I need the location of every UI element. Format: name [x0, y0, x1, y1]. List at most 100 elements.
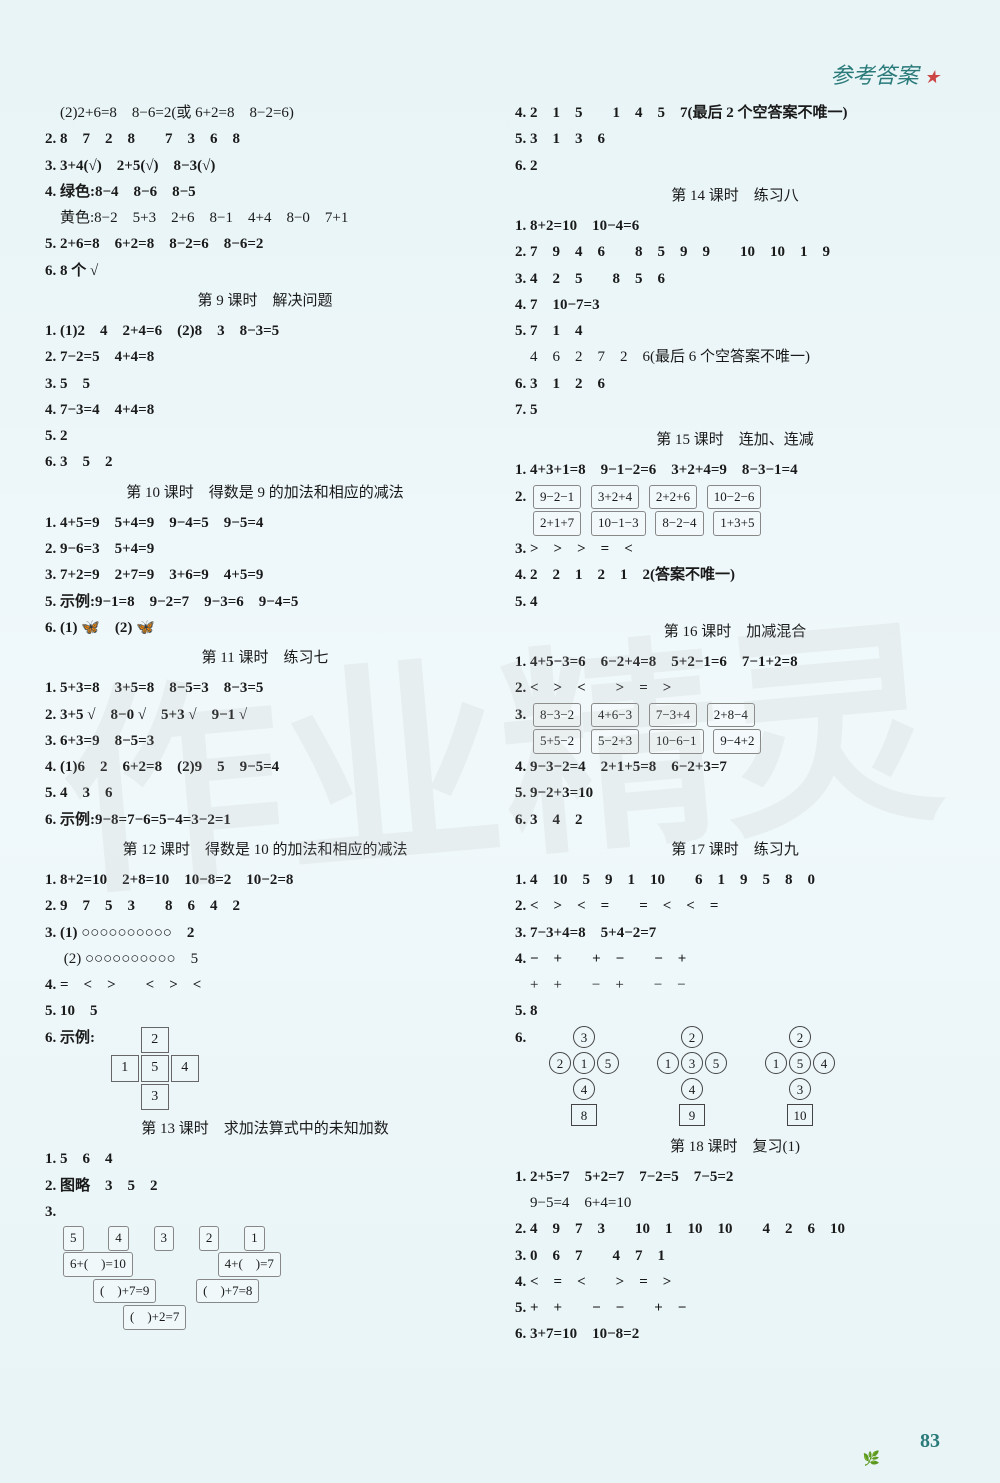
- answer: 2. 4 9 7 3 10 1 10 10 4 2 6 10: [515, 1221, 845, 1237]
- qnum: 2.: [515, 489, 526, 505]
- tag: 5−2+3: [591, 729, 639, 754]
- text-line: 6. 3 1 2 6: [515, 371, 955, 397]
- cell: 3: [141, 1084, 169, 1111]
- answer: 3. 3+4(√) 2+5(√) 8−3(√): [45, 158, 215, 174]
- answer: 4. − + + − − +: [515, 951, 686, 967]
- text-line: 2. < > < > = >: [515, 675, 955, 701]
- answer: 5. 4: [515, 594, 538, 610]
- answer: 1. 2+5=7 5+2=7 7−2=5 7−5=2: [515, 1169, 733, 1185]
- answer: 2. 7−2=5 4+4=8: [45, 349, 154, 365]
- answer: 1. 5+3=8 3+5=8 8−5=3 8−3=5: [45, 680, 263, 696]
- section-title: 第 16 课时 加减混合: [515, 619, 955, 645]
- tag: 9−2−1: [533, 485, 581, 510]
- text-line: 1. 4 10 5 9 1 10 6 1 9 5 8 0: [515, 867, 955, 893]
- answer: 4. = < > < > <: [45, 977, 201, 993]
- q6-diagram: 3215482135492154310: [530, 1030, 854, 1046]
- tag: 3: [154, 1226, 175, 1251]
- page-header: 参考答案 ★: [830, 58, 940, 90]
- answer: 5. + + − − + −: [515, 1300, 686, 1316]
- answer: 4. 2 1 5 1 4 5 7(最后 2 个空答案不唯一): [515, 105, 848, 121]
- text-line: 3.: [45, 1199, 485, 1225]
- answer: 6. 示例:9−8=7−6=5−4=3−2=1: [45, 812, 231, 828]
- text-line: 1. 8+2=10 2+8=10 10−8=2 10−2=8: [45, 867, 485, 893]
- section-title: 第 18 课时 复习(1): [515, 1134, 955, 1160]
- answer: 1. 5 6 4: [45, 1151, 113, 1167]
- answer: 4. 9−3−2=4 2+1+5=8 6−2+3=7: [515, 759, 727, 775]
- diagram-row: ( )+7=9 ( )+7=8: [45, 1278, 485, 1304]
- text-line: 2. 图略 3 5 2: [45, 1173, 485, 1199]
- text-line: 5. 10 5: [45, 998, 485, 1024]
- answer: 2. 3+5 √ 8−0 √ 5+3 √ 9−1 √: [45, 707, 247, 723]
- tag: 4+6−3: [591, 703, 639, 728]
- answer: 2. 8 7 2 8 7 3 6 8: [45, 131, 240, 147]
- tag: 2+8−4: [707, 703, 755, 728]
- answer: 1. 8+2=10 2+8=10 10−8=2 10−2=8: [45, 872, 293, 888]
- text-line: 2. 7−2=5 4+4=8: [45, 344, 485, 370]
- text-line: 1. 2+5=7 5+2=7 7−2=5 7−5=2: [515, 1164, 955, 1190]
- text-line: 6. 3 4 2: [515, 807, 955, 833]
- text-line: 1. 5+3=8 3+5=8 8−5=3 8−3=5: [45, 675, 485, 701]
- answer: 1. 4+3+1=8 9−1−2=6 3+2+4=9 8−3−1=4: [515, 462, 798, 478]
- text-line: 5. 4 3 6: [45, 780, 485, 806]
- text-line: 3. 3+4(√) 2+5(√) 8−3(√): [45, 153, 485, 179]
- text-line: 4. 7 10−7=3: [515, 292, 955, 318]
- answer: 2. < > < > = >: [515, 680, 671, 696]
- tag: 5: [63, 1226, 84, 1251]
- answer: 6. 8 个 √: [45, 263, 98, 279]
- tag: 4: [108, 1226, 129, 1251]
- tag: 8−3−2: [533, 703, 581, 728]
- text-line: 3. 7+2=9 2+7=9 3+6=9 4+5=9: [45, 562, 485, 588]
- text-line: 5. 3 1 3 6: [515, 126, 955, 152]
- answer: 5. 2+6=8 6+2=8 8−2=6 8−6=2: [45, 236, 263, 252]
- text-line: 3. 0 6 7 4 7 1: [515, 1243, 955, 1269]
- text-line: 6. 示例: 2 154 3: [45, 1025, 485, 1113]
- answer: 3. (1) ○○○○○○○○○○ 2: [45, 925, 194, 941]
- text-line: (2)2+6=8 8−6=2(或 6+2=8 8−2=6): [45, 100, 485, 126]
- diagram-row: 2. 9−2−1 3+2+4 2+2+6 10−2−6: [515, 484, 955, 510]
- answer: 2. 图略 3 5 2: [45, 1178, 158, 1194]
- tag: 2: [199, 1226, 220, 1251]
- answer: 4. 7−3=4 4+4=8: [45, 402, 154, 418]
- diagram-row: 2+1+7 10−1−3 8−2−4 1+3+5: [515, 510, 955, 536]
- text-line: 6. 8 个 √: [45, 258, 485, 284]
- tag: ( )+7=9: [93, 1279, 156, 1304]
- star-icon: ★: [924, 67, 940, 87]
- text-line: 6. 3+7=10 10−8=2: [515, 1321, 955, 1347]
- section-title: 第 10 课时 得数是 9 的加法和相应的减法: [45, 480, 485, 506]
- text-line: 5. + + − − + −: [515, 1295, 955, 1321]
- answer: 2. 9 7 5 3 8 6 4 2: [45, 898, 240, 914]
- tag: 10−2−6: [707, 485, 762, 510]
- text-line: 1. 4+5−3=6 6−2+4=8 5+2−1=6 7−1+2=8: [515, 649, 955, 675]
- text-line: 6. 3215482135492154310: [515, 1025, 955, 1130]
- text-line: 4. 9−3−2=4 2+1+5=8 6−2+3=7: [515, 754, 955, 780]
- q6-group: 213549: [656, 1025, 728, 1130]
- section-title: 第 15 课时 连加、连减: [515, 427, 955, 453]
- text-line: + + − + − −: [515, 972, 955, 998]
- tag: 8−2−4: [655, 511, 703, 536]
- text-line: 2. 9−6=3 5+4=9: [45, 536, 485, 562]
- text-line: 4. 2 2 1 2 1 2(答案不唯一): [515, 562, 955, 588]
- text-line: 7. 5: [515, 397, 955, 423]
- text-line: 6. 3 5 2: [45, 449, 485, 475]
- text-line: 1. 4+5=9 5+4=9 9−4=5 9−5=4: [45, 510, 485, 536]
- text-line: 3. 7−3+4=8 5+4−2=7: [515, 920, 955, 946]
- tag: 3+2+4: [591, 485, 639, 510]
- tag: 7−3+4: [649, 703, 697, 728]
- text-line: 3. (1) ○○○○○○○○○○ 2: [45, 920, 485, 946]
- text-line: 5. 7 1 4: [515, 318, 955, 344]
- answer: 1. (1)2 4 2+4=6 (2)8 3 8−3=5: [45, 323, 279, 339]
- answer: 4. < = < > = >: [515, 1274, 671, 1290]
- text-line: 3. > > > = <: [515, 536, 955, 562]
- text-line: 5. 2: [45, 423, 485, 449]
- text-line: 4. = < > < > <: [45, 972, 485, 998]
- tag: 10−6−1: [649, 729, 704, 754]
- page-number: 83: [920, 1430, 940, 1453]
- answer: 3. 0 6 7 4 7 1: [515, 1248, 665, 1264]
- answer: 5. 7 1 4: [515, 323, 583, 339]
- answer: 5. 3 1 3 6: [515, 131, 605, 147]
- section-title: 第 12 课时 得数是 10 的加法和相应的减法: [45, 837, 485, 863]
- header-text: 参考答案: [830, 63, 918, 88]
- answer: 3. > > > = <: [515, 541, 633, 557]
- section-title: 第 14 课时 练习八: [515, 183, 955, 209]
- text-line: 黄色:8−2 5+3 2+6 8−1 4+4 8−0 7+1: [45, 205, 485, 231]
